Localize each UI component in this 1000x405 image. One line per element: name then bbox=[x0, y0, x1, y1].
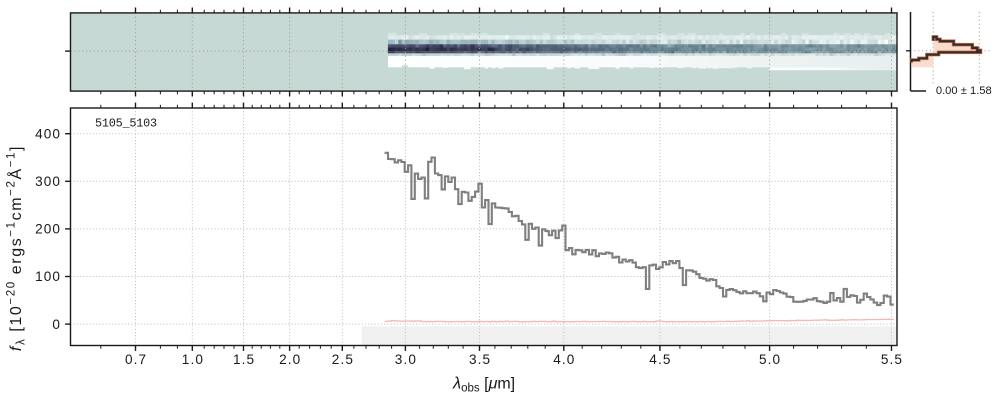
svg-text:200: 200 bbox=[35, 222, 61, 237]
svg-text:4.5: 4.5 bbox=[649, 352, 671, 367]
svg-text:0.7: 0.7 bbox=[125, 352, 147, 367]
svg-text:5.0: 5.0 bbox=[759, 352, 781, 367]
svg-text:4.0: 4.0 bbox=[553, 352, 575, 367]
svg-text:1.0: 1.0 bbox=[182, 352, 204, 367]
svg-text:3.5: 3.5 bbox=[469, 352, 491, 367]
svg-text:0: 0 bbox=[52, 317, 61, 332]
svg-text:2.5: 2.5 bbox=[332, 352, 354, 367]
svg-text:fλ [10−20 ergs−1cm−2Å−1]: fλ [10−20 ergs−1cm−2Å−1] bbox=[6, 145, 28, 351]
svg-text:100: 100 bbox=[35, 269, 61, 284]
svg-text:2.0: 2.0 bbox=[279, 352, 301, 367]
svg-text:5.5: 5.5 bbox=[881, 352, 903, 367]
svg-text:5105_5103: 5105_5103 bbox=[95, 117, 157, 131]
svg-text:1.5: 1.5 bbox=[233, 352, 255, 367]
svg-text:300: 300 bbox=[35, 174, 61, 189]
svg-text:400: 400 bbox=[35, 126, 61, 141]
svg-text:3.0: 3.0 bbox=[395, 352, 417, 367]
svg-text:0.00 ± 1.58: 0.00 ± 1.58 bbox=[936, 85, 992, 97]
